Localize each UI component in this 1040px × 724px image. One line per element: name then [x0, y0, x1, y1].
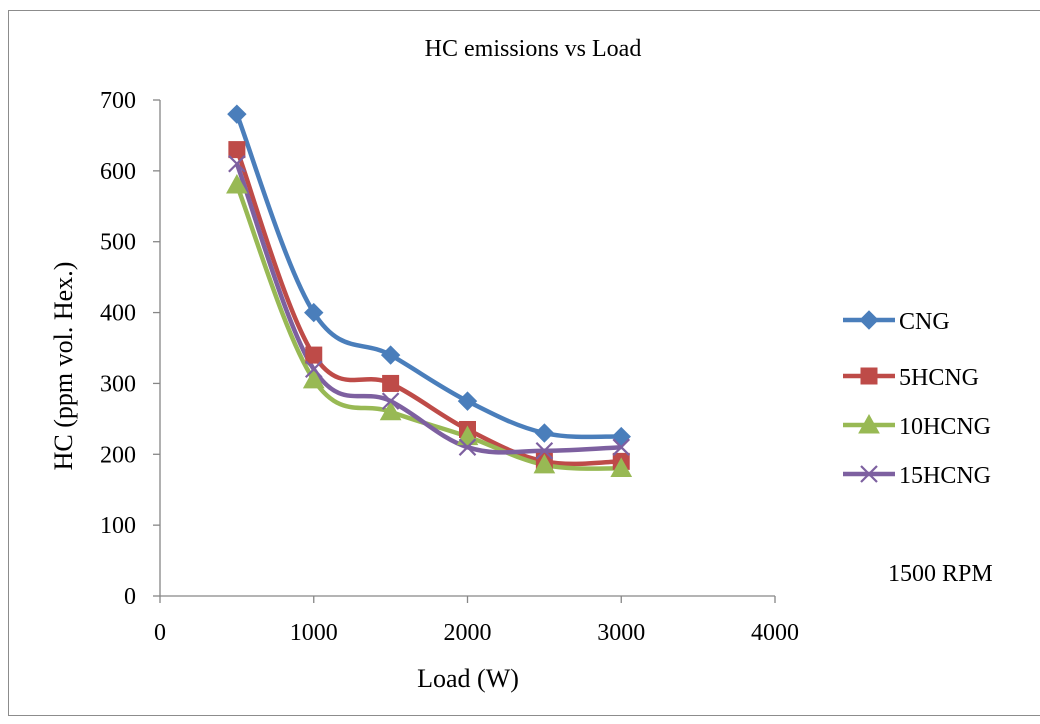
legend-label: 5HCNG	[899, 365, 979, 391]
legend-label: CNG	[899, 309, 950, 335]
y-tick-label: 600	[100, 159, 136, 185]
legend-marker	[860, 367, 878, 385]
data-point-CNG	[611, 426, 631, 447]
legend-item-10HCNG: 10HCNG	[843, 413, 991, 440]
x-tick-label: 0	[154, 620, 166, 646]
data-point-5HCNG	[382, 374, 400, 392]
data-point-10HCNG	[533, 453, 556, 474]
series-line-CNG	[234, 113, 622, 440]
data-point-5HCNG	[305, 346, 323, 364]
y-tick-label: 500	[100, 230, 136, 256]
data-point-15HCNG	[228, 154, 246, 173]
y-tick-label: 200	[100, 442, 136, 468]
legend: CNG 5HCNG 10HCNG 15HCNG	[843, 309, 991, 489]
series-line-15HCNG	[234, 162, 622, 455]
y-tick-label: 300	[100, 371, 136, 397]
data-point-CNG	[380, 345, 401, 365]
data-point-15HCNG	[458, 438, 477, 456]
data-point-5HCNG	[228, 141, 246, 159]
data-point-10HCNG	[302, 368, 325, 389]
series-markers	[226, 104, 633, 477]
legend-item-CNG: CNG	[843, 309, 950, 335]
data-point-CNG	[227, 104, 247, 124]
y-tick-label: 400	[100, 301, 136, 327]
legend-item-5HCNG: 5HCNG	[843, 365, 979, 391]
data-point-10HCNG	[226, 173, 248, 194]
annotation-rpm: 1500 RPM	[888, 561, 993, 587]
x-tick-label: 3000	[597, 620, 645, 646]
legend-marker	[858, 413, 880, 434]
legend-label: 10HCNG	[899, 414, 991, 440]
data-point-15HCNG	[612, 438, 631, 456]
legend-marker	[859, 310, 879, 330]
data-point-15HCNG	[535, 441, 554, 460]
legend-item-15HCNG: 15HCNG	[843, 463, 991, 489]
x-tick-label: 1000	[290, 620, 338, 646]
x-tick-label: 4000	[751, 620, 799, 646]
legend-marker	[860, 465, 878, 483]
data-point-CNG	[534, 423, 555, 443]
chart-frame	[8, 10, 1040, 716]
x-axis-label: Load (W)	[417, 664, 519, 693]
y-tick-label: 700	[100, 88, 136, 114]
y-tick-label: 100	[100, 513, 136, 539]
data-point-10HCNG	[456, 425, 479, 446]
data-point-15HCNG	[381, 392, 400, 410]
x-tick-label: 2000	[444, 620, 492, 646]
series-lines	[234, 113, 622, 471]
data-point-10HCNG	[379, 400, 402, 421]
series-line-5HCNG	[234, 148, 622, 467]
data-point-CNG	[304, 302, 324, 323]
legend-label: 15HCNG	[899, 463, 991, 489]
y-tick-label: 0	[124, 584, 136, 610]
y-axis-label: HC (ppm vol. Hex.)	[49, 262, 78, 471]
data-point-CNG	[457, 391, 478, 411]
chart-title: HC emissions vs Load	[425, 36, 642, 62]
axes: 0 100 200 300 400 500 600 700 0 1000 2000 3000 4000	[100, 88, 799, 646]
data-point-10HCNG	[610, 457, 633, 477]
data-point-15HCNG	[304, 360, 323, 379]
